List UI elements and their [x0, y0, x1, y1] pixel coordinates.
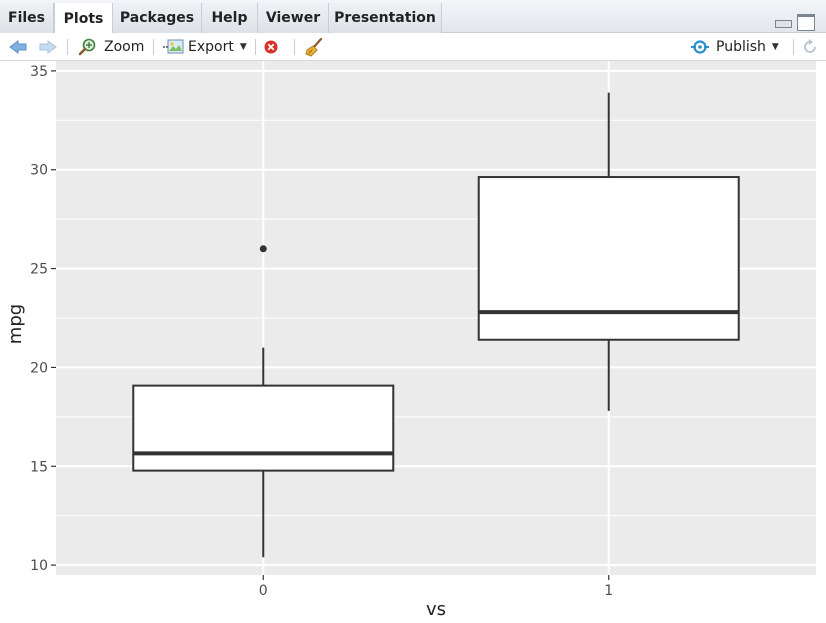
magnifier-icon — [78, 38, 96, 56]
export-button[interactable]: Export ▼ — [162, 33, 247, 61]
remove-plot-button[interactable] — [263, 33, 279, 61]
tab-plots[interactable]: Plots — [54, 3, 113, 34]
tab-packages[interactable]: Packages — [113, 3, 202, 33]
y-tick-label: 25 — [30, 262, 48, 278]
tab-files[interactable]: Files — [0, 3, 54, 33]
export-image-icon — [163, 39, 184, 54]
plots-toolbar: Zoom Export ▼ Publish ▼ — [0, 33, 826, 61]
y-tick-label: 35 — [30, 64, 48, 80]
x-axis-label: vs — [426, 599, 446, 620]
arrow-left-icon — [9, 40, 27, 54]
y-tick-label: 10 — [30, 558, 48, 574]
box-group-1 — [477, 92, 740, 411]
publish-button[interactable]: Publish ▼ — [690, 33, 779, 61]
box-iqr — [477, 176, 740, 341]
refresh-icon — [804, 39, 816, 53]
toolbar-divider — [793, 39, 794, 55]
back-button[interactable] — [8, 33, 28, 61]
publish-label: Publish — [716, 39, 766, 55]
tab-help[interactable]: Help — [202, 3, 258, 33]
x-tick-label: 0 — [259, 583, 268, 599]
toolbar-divider — [67, 39, 68, 55]
minimize-pane-icon[interactable] — [774, 14, 792, 28]
pane-tab-bar: Files Plots Packages Help Viewer Present… — [0, 0, 826, 34]
zoom-button[interactable]: Zoom — [78, 33, 144, 61]
broom-icon — [305, 37, 323, 57]
tab-label: Packages — [119, 10, 195, 26]
y-tick-label: 15 — [30, 459, 48, 475]
export-label: Export — [188, 39, 234, 55]
tab-label: Help — [211, 10, 248, 26]
maximize-pane-icon[interactable] — [797, 14, 815, 31]
x-tick-label: 1 — [604, 583, 613, 599]
box-iqr — [132, 384, 395, 472]
forward-button[interactable] — [38, 33, 58, 61]
toolbar-divider — [255, 39, 256, 55]
arrow-right-icon — [39, 40, 57, 54]
axis-ticks: 10 15 20 25 30 35 0 1 — [30, 64, 613, 599]
tab-label: Viewer — [265, 10, 321, 26]
chevron-down-icon: ▼ — [239, 42, 247, 52]
y-axis-label: mpg — [5, 304, 26, 344]
refresh-button[interactable] — [801, 33, 819, 61]
tab-viewer[interactable]: Viewer — [258, 3, 329, 33]
tab-presentation[interactable]: Presentation — [329, 3, 442, 33]
y-tick-label: 30 — [30, 163, 48, 179]
tab-label: Files — [8, 10, 45, 26]
y-tick-label: 20 — [30, 360, 48, 376]
publish-icon — [691, 40, 709, 54]
remove-plot-icon — [264, 40, 278, 54]
tab-label: Presentation — [334, 10, 436, 26]
boxplot-series — [132, 92, 740, 558]
zoom-label: Zoom — [104, 39, 145, 55]
boxplot-chart: 10 15 20 25 30 35 0 1 mpg vs — [5, 61, 816, 620]
clear-all-plots-button[interactable] — [304, 33, 324, 61]
box-group-0 — [132, 245, 395, 558]
outlier-point — [259, 245, 267, 253]
chevron-down-icon: ▼ — [771, 42, 779, 52]
toolbar-divider — [153, 39, 154, 55]
tab-label: Plots — [63, 10, 104, 27]
toolbar-divider — [294, 39, 295, 55]
